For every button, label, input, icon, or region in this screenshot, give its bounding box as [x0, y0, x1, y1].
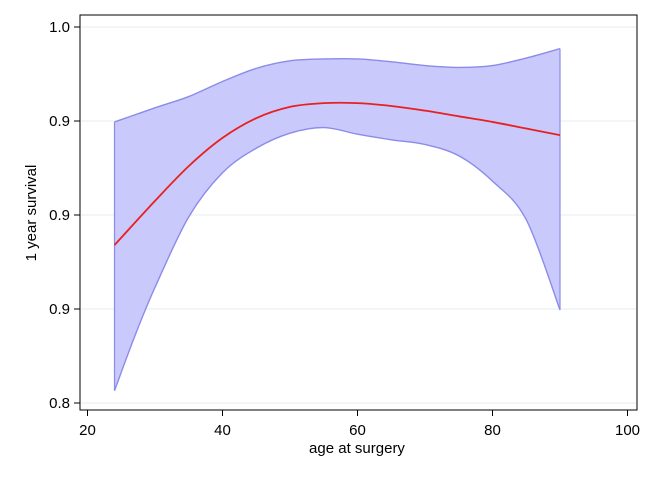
y-tick-label: 0.9: [49, 113, 70, 130]
fit-line: [113, 101, 561, 246]
x-axis-ticks: 20 40 60 80 100: [79, 410, 640, 439]
y-tick-label: 0.8: [49, 395, 70, 412]
axes: [79, 15, 637, 411]
y-axis-title: 1 year survival: [23, 165, 40, 262]
x-tick-label: 100: [615, 422, 640, 439]
lower-bound-line: [113, 126, 561, 392]
upper-bound-line: [114, 47, 561, 123]
confidence-band-area: [114, 48, 560, 391]
confidence-band: [113, 47, 561, 392]
fitted-line: [113, 101, 561, 246]
y-axis-ticks: 0.8 0.9 0.9 0.9 1.0: [49, 19, 80, 412]
x-tick-label: 40: [214, 422, 231, 439]
x-axis-title: age at surgery: [309, 440, 405, 457]
x-tick-label: 20: [79, 422, 96, 439]
y-tick-label: 0.9: [49, 207, 70, 224]
y-tick-label: 0.9: [49, 301, 70, 318]
x-tick-label: 80: [484, 422, 501, 439]
y-tick-label: 1.0: [49, 19, 70, 36]
x-tick-label: 60: [349, 422, 366, 439]
